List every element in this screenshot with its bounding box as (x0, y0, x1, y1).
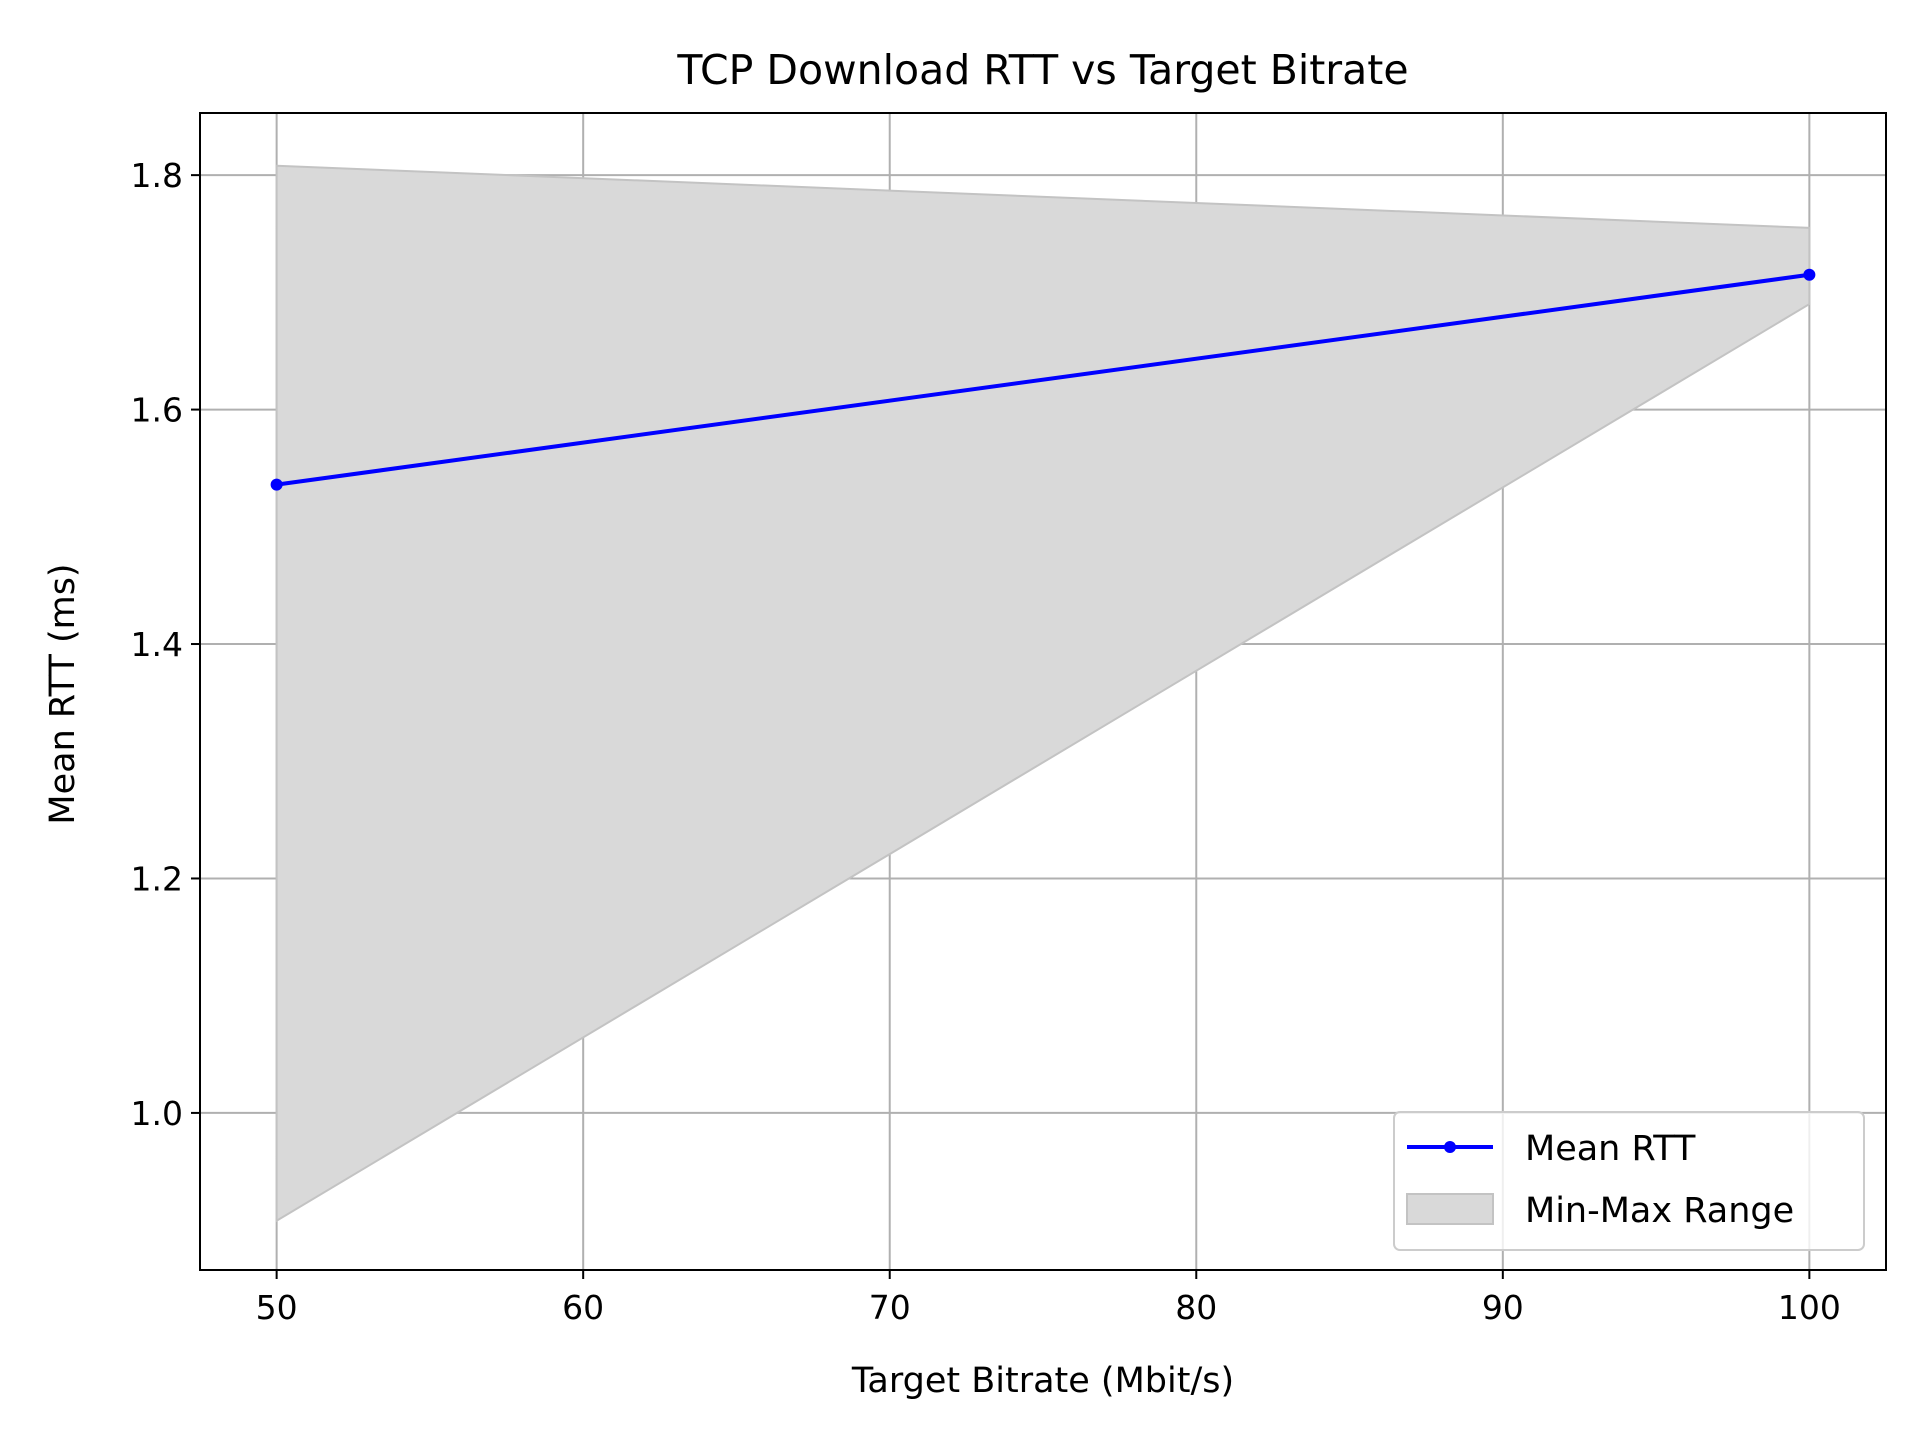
legend: Mean RTT Min-Max Range (1393, 1111, 1865, 1251)
y-axis-ticks: 1.0 1.2 1.4 1.6 1.8 (131, 156, 200, 1133)
legend-marker-swatch (1444, 1141, 1456, 1153)
min-max-band-layer (275, 164, 1811, 1223)
x-axis-label: Target Bitrate (Mbit/s) (851, 1361, 1234, 1401)
x-axis-ticks: 50 60 70 80 90 100 (256, 1270, 1841, 1327)
data-point-0 (270, 478, 283, 491)
legend-band-swatch (1406, 1193, 1494, 1225)
legend-label-min-max-range: Min-Max Range (1525, 1191, 1794, 1231)
legend-label-mean-rtt: Mean RTT (1525, 1129, 1696, 1169)
x-tick-label-2: 70 (869, 1288, 911, 1327)
legend-box (1393, 1111, 1865, 1251)
x-tick-label-5: 100 (1778, 1288, 1841, 1327)
data-point-1 (1803, 268, 1816, 281)
y-tick-label-4: 1.8 (131, 156, 183, 195)
x-tick-label-4: 90 (1482, 1288, 1524, 1327)
series-line-mean-rtt (276, 272, 1810, 487)
plot-frame (199, 112, 1887, 1271)
y-tick-label-3: 1.6 (131, 391, 183, 430)
y-axis-label: Mean RTT (ms) (43, 563, 83, 824)
series-layer (270, 268, 1816, 491)
x-tick-label-0: 50 (256, 1288, 298, 1327)
min-max-range-band (275, 164, 1811, 1223)
chart-title: TCP Download RTT vs Target Bitrate (676, 46, 1408, 94)
y-tick-label-0: 1.0 (131, 1094, 183, 1133)
y-tick-label-1: 1.2 (131, 859, 183, 898)
x-tick-label-1: 60 (562, 1288, 604, 1327)
y-tick-label-2: 1.4 (131, 625, 183, 664)
x-tick-label-3: 80 (1175, 1288, 1217, 1327)
